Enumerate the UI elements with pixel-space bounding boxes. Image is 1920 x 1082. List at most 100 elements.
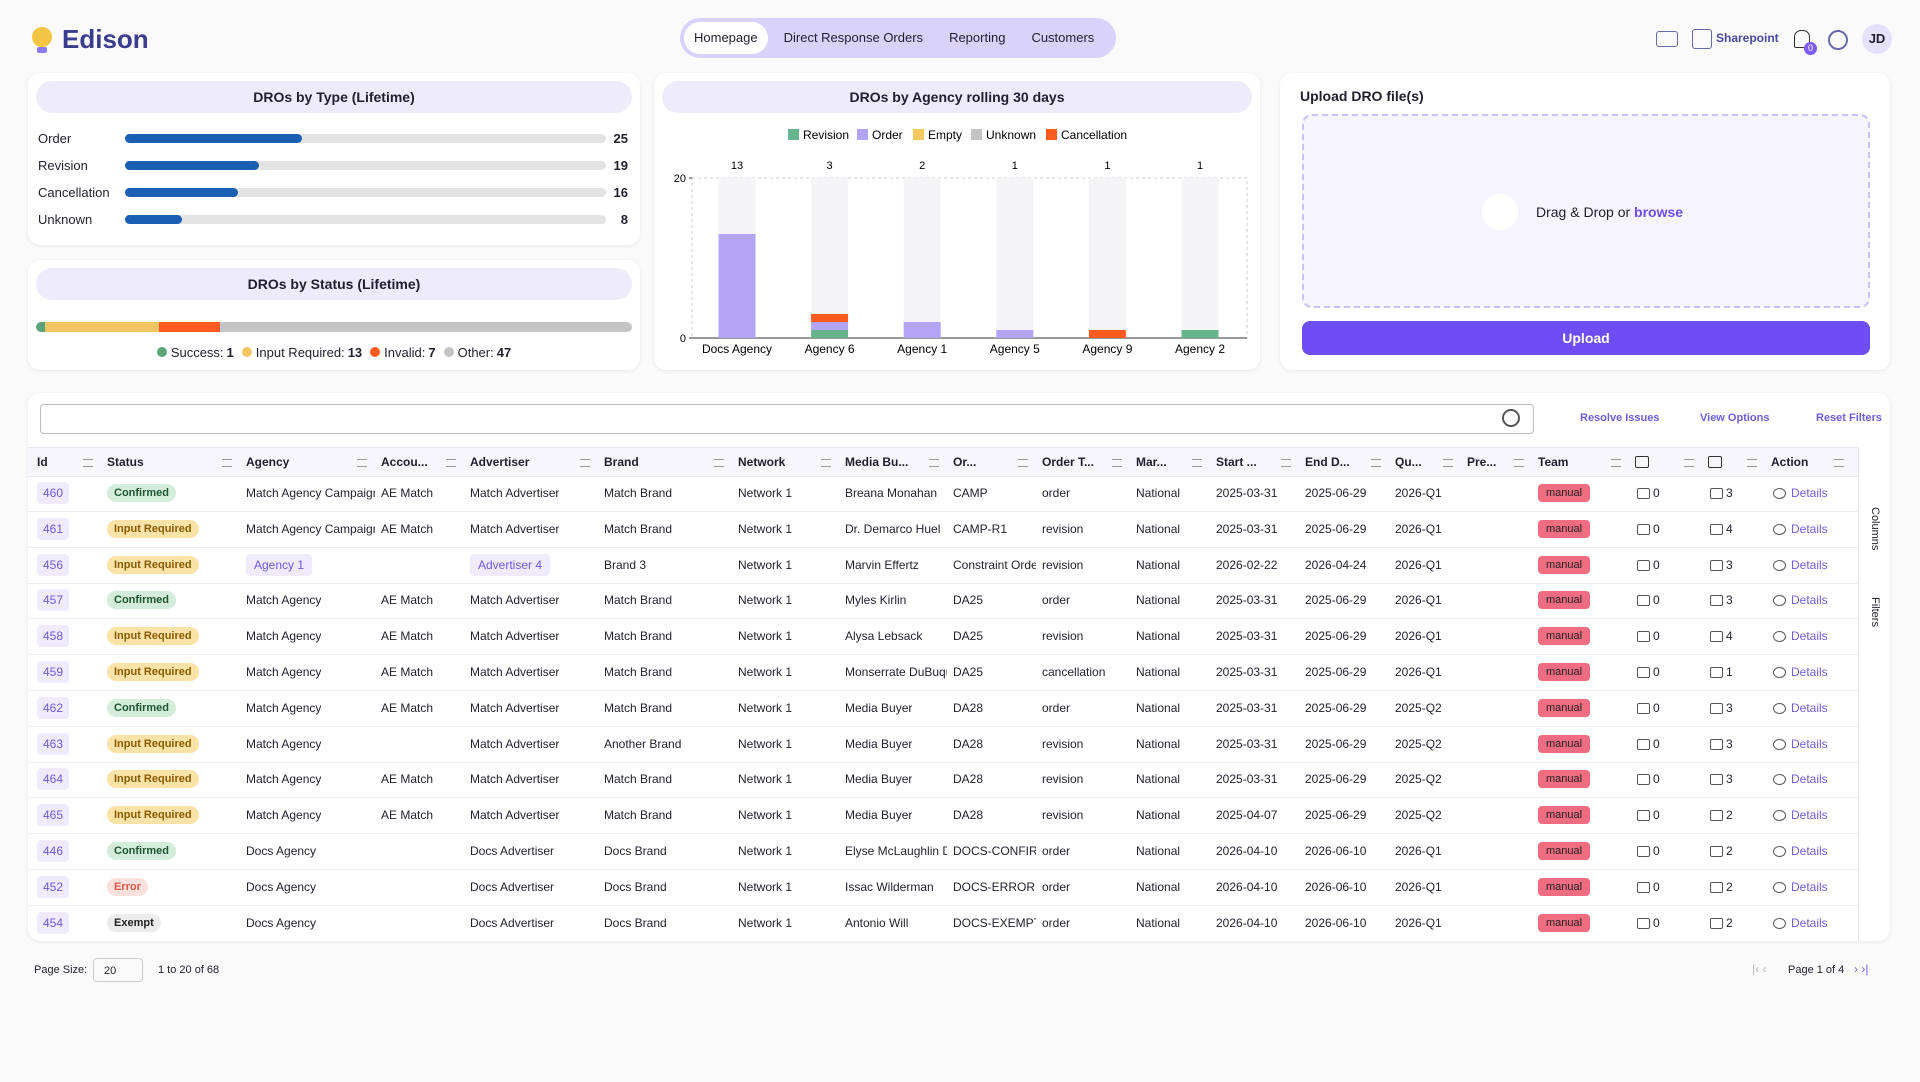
details-link[interactable]: Details: [1791, 879, 1828, 894]
column-header[interactable]: Advertiser: [470, 455, 530, 469]
filter-icon[interactable]: [1747, 459, 1757, 467]
tasks-count[interactable]: 3: [1726, 557, 1733, 572]
details-link[interactable]: Details: [1791, 700, 1828, 715]
id-badge[interactable]: 461: [37, 517, 70, 540]
tasks-count[interactable]: 3: [1726, 700, 1733, 715]
sharepoint-link[interactable]: Sharepoint: [1716, 31, 1779, 45]
id-badge[interactable]: 452: [37, 875, 70, 898]
column-header[interactable]: Start ...: [1216, 455, 1257, 469]
id-badge[interactable]: 462: [37, 696, 70, 719]
column-header[interactable]: Brand: [604, 455, 639, 469]
filter-icon[interactable]: [1834, 459, 1844, 467]
settings-icon[interactable]: [1828, 30, 1848, 50]
id-badge[interactable]: 457: [37, 589, 70, 612]
id-badge[interactable]: 463: [37, 732, 70, 755]
column-header[interactable]: Mar...: [1136, 455, 1167, 469]
keyboard-icon[interactable]: [1656, 31, 1678, 47]
tasks-count[interactable]: 3: [1726, 593, 1733, 608]
comments-count[interactable]: 0: [1653, 700, 1660, 715]
filters-tab[interactable]: Filters: [1869, 597, 1881, 627]
details-link[interactable]: Details: [1791, 629, 1828, 644]
filter-icon[interactable]: [1371, 459, 1381, 467]
nav-item[interactable]: Customers: [1031, 30, 1095, 45]
tasks-count[interactable]: 2: [1726, 808, 1733, 823]
column-header[interactable]: Accou...: [381, 455, 428, 469]
column-header[interactable]: Id: [37, 455, 48, 469]
comments-count[interactable]: 0: [1653, 915, 1660, 930]
id-badge[interactable]: 464: [37, 768, 70, 791]
filter-icon[interactable]: [446, 459, 456, 467]
id-badge[interactable]: 458: [37, 625, 70, 648]
reset-filters[interactable]: Reset Filters: [1816, 412, 1883, 424]
tasks-count[interactable]: 3: [1726, 772, 1733, 787]
filter-icon[interactable]: [1684, 459, 1694, 467]
filter-icon[interactable]: [1514, 459, 1524, 467]
details-link[interactable]: Details: [1791, 772, 1828, 787]
column-header[interactable]: Team: [1538, 455, 1569, 469]
filter-icon[interactable]: [357, 459, 367, 467]
column-header[interactable]: Order T...: [1042, 455, 1095, 469]
column-header[interactable]: Action: [1771, 455, 1809, 469]
comments-count[interactable]: 0: [1653, 593, 1660, 608]
bell-icon[interactable]: [1794, 30, 1810, 48]
filter-icon[interactable]: [1018, 459, 1028, 467]
filter-icon[interactable]: [222, 459, 232, 467]
comments-count[interactable]: 0: [1653, 521, 1660, 536]
tasks-count[interactable]: 2: [1726, 844, 1733, 858]
tasks-count[interactable]: 3: [1726, 486, 1733, 500]
view-options[interactable]: View Options: [1700, 412, 1770, 424]
page-size-select[interactable]: 20: [93, 958, 143, 982]
details-link[interactable]: Details: [1791, 486, 1828, 500]
details-link[interactable]: Details: [1791, 736, 1828, 751]
browse-link[interactable]: browse: [1634, 204, 1684, 220]
comments-count[interactable]: 0: [1653, 557, 1660, 572]
nav-item[interactable]: Reporting: [949, 30, 1006, 45]
column-header[interactable]: Qu...: [1395, 455, 1422, 469]
column-header[interactable]: Agency: [246, 455, 290, 469]
next-last[interactable]: › ›|: [1854, 962, 1869, 976]
details-link[interactable]: Details: [1791, 665, 1828, 679]
column-header[interactable]: Pre...: [1467, 455, 1497, 469]
tasks-count[interactable]: 2: [1726, 879, 1733, 894]
tasks-count[interactable]: 4: [1726, 629, 1733, 644]
comments-count[interactable]: 0: [1653, 844, 1660, 858]
id-badge[interactable]: 465: [37, 804, 70, 827]
comments-count[interactable]: 0: [1653, 486, 1660, 500]
tasks-count[interactable]: 1: [1726, 665, 1733, 679]
search-icon[interactable]: [1502, 409, 1520, 427]
id-badge[interactable]: 460: [37, 482, 70, 504]
filter-icon[interactable]: [1192, 459, 1202, 467]
filter-icon[interactable]: [929, 459, 939, 467]
filter-icon[interactable]: [83, 459, 93, 467]
first-prev[interactable]: |‹ ‹: [1752, 962, 1767, 976]
comments-count[interactable]: 0: [1653, 665, 1660, 679]
filter-icon[interactable]: [821, 459, 831, 467]
column-header[interactable]: End D...: [1305, 455, 1350, 469]
resolve-issues[interactable]: Resolve Issues: [1580, 412, 1660, 424]
comments-count[interactable]: 0: [1653, 629, 1660, 644]
comments-count[interactable]: 0: [1653, 772, 1660, 787]
details-link[interactable]: Details: [1791, 521, 1828, 536]
filter-icon[interactable]: [1281, 459, 1291, 467]
comments-count[interactable]: 0: [1653, 879, 1660, 894]
details-link[interactable]: Details: [1791, 844, 1828, 858]
search-box[interactable]: [40, 404, 1534, 434]
external-icon[interactable]: [1692, 29, 1712, 49]
id-badge[interactable]: 456: [37, 553, 70, 576]
filter-icon[interactable]: [1112, 459, 1122, 467]
filter-icon[interactable]: [714, 459, 724, 467]
upload-button[interactable]: Upload: [1302, 321, 1870, 355]
details-link[interactable]: Details: [1791, 557, 1828, 572]
column-header[interactable]: Media Bu...: [845, 455, 909, 469]
nav-item[interactable]: Homepage: [684, 22, 768, 54]
details-link[interactable]: Details: [1791, 808, 1828, 823]
tasks-count[interactable]: 3: [1726, 736, 1733, 751]
column-header[interactable]: Network: [738, 455, 786, 469]
comments-count[interactable]: 0: [1653, 736, 1660, 751]
nav-item[interactable]: Direct Response Orders: [783, 30, 924, 45]
details-link[interactable]: Details: [1791, 915, 1828, 930]
column-header[interactable]: Status: [107, 455, 144, 469]
filter-icon[interactable]: [1443, 459, 1453, 467]
comments-count[interactable]: 0: [1653, 808, 1660, 823]
id-badge[interactable]: 454: [37, 911, 70, 934]
